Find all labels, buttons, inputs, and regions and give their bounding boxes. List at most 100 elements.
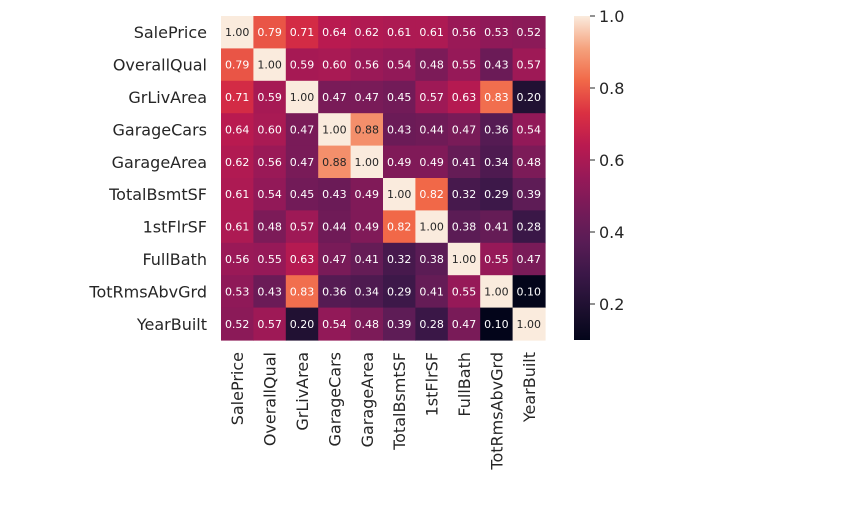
colorbar-tick-label: 1.0 — [599, 7, 624, 26]
cell-value-label: 0.71 — [290, 26, 315, 39]
heatmap-cell — [318, 145, 352, 179]
heatmap-cell — [383, 80, 416, 114]
heatmap-cell — [318, 275, 352, 309]
cell-value-label: 0.47 — [452, 123, 477, 136]
heatmap-cell — [350, 275, 384, 309]
cell-value-label: 0.54 — [387, 59, 412, 72]
cell-value-label: 0.59 — [290, 59, 315, 72]
cell-value-label: 0.43 — [322, 188, 347, 201]
heatmap-cell — [447, 113, 481, 147]
cell-value-label: 0.88 — [322, 156, 347, 169]
heatmap-cell — [512, 242, 546, 276]
cell-value-label: 0.79 — [257, 26, 282, 39]
row-label: GrLivArea — [128, 88, 207, 107]
cell-value-label: 0.47 — [290, 156, 315, 169]
column-label: TotRmsAbvGrd — [487, 352, 506, 471]
colorbar-gradient — [574, 16, 590, 340]
cell-value-label: 0.59 — [257, 91, 282, 104]
cell-value-label: 0.44 — [322, 221, 347, 234]
heatmap-cell — [480, 275, 514, 309]
heatmap-cell — [221, 275, 254, 309]
cell-value-label: 0.41 — [484, 221, 509, 234]
cell-value-label: 0.88 — [355, 123, 380, 136]
cell-value-label: 0.57 — [290, 221, 315, 234]
heatmap-cell — [383, 178, 416, 211]
heatmap-cell — [285, 242, 319, 276]
heatmap-cell — [480, 80, 514, 114]
heatmap-cell — [318, 113, 352, 147]
heatmap-cell — [512, 16, 546, 49]
cell-value-label: 0.52 — [225, 318, 250, 331]
heatmap-cell — [512, 178, 546, 211]
heatmap-cell — [383, 145, 416, 179]
cell-value-label: 0.61 — [225, 188, 250, 201]
heatmap-cell — [221, 16, 254, 49]
heatmap-cell — [415, 242, 449, 276]
column-label: GarageArea — [358, 352, 377, 447]
cell-value-label: 0.62 — [225, 156, 250, 169]
cell-value-label: 0.62 — [355, 26, 380, 39]
heatmap-cell — [221, 80, 254, 114]
cell-value-label: 0.43 — [387, 123, 412, 136]
heatmap-cell — [415, 80, 449, 114]
cell-value-label: 1.00 — [290, 91, 315, 104]
cell-value-label: 0.49 — [419, 156, 444, 169]
cell-value-label: 1.00 — [387, 188, 412, 201]
cell-value-label: 1.00 — [322, 123, 347, 136]
heatmap-cell — [350, 307, 384, 341]
column-label: 1stFlrSF — [423, 352, 442, 416]
cell-value-label: 0.47 — [322, 253, 347, 266]
row-label: YearBuilt — [136, 315, 207, 334]
heatmap-cell — [512, 275, 546, 309]
colorbar-tick-label: 0.6 — [599, 151, 624, 170]
colorbar-tick-label: 0.4 — [599, 223, 624, 242]
heatmap-cell — [350, 113, 384, 147]
heatmap-cell — [253, 210, 287, 244]
heatmap-cell — [480, 210, 514, 244]
cell-value-label: 0.83 — [484, 91, 509, 104]
heatmap-cell — [383, 48, 416, 82]
heatmap-cell — [221, 178, 254, 211]
cell-value-label: 0.49 — [387, 156, 412, 169]
cell-value-label: 0.20 — [290, 318, 315, 331]
heatmap-cell — [318, 307, 352, 341]
cell-value-label: 0.38 — [419, 253, 444, 266]
cell-value-label: 0.53 — [484, 26, 509, 39]
cell-value-label: 0.47 — [355, 91, 380, 104]
heatmap-cell — [512, 80, 546, 114]
row-label: SalePrice — [134, 23, 207, 42]
heatmap-cell — [350, 210, 384, 244]
cell-value-label: 0.47 — [517, 253, 542, 266]
column-label: FullBath — [455, 352, 474, 417]
heatmap-cell — [285, 275, 319, 309]
cell-value-label: 0.57 — [257, 318, 282, 331]
heatmap-cell — [447, 178, 481, 211]
heatmap-cell — [383, 275, 416, 309]
heatmap-cell — [415, 113, 449, 147]
cell-value-label: 0.36 — [484, 123, 509, 136]
heatmap-cell — [253, 242, 287, 276]
cell-value-label: 0.57 — [419, 91, 444, 104]
heatmap-cell — [415, 16, 449, 49]
cell-value-label: 0.83 — [290, 285, 315, 298]
heatmap-cell — [285, 307, 319, 341]
row-label: FullBath — [142, 250, 207, 269]
heatmap-cell — [253, 145, 287, 179]
cell-value-label: 1.00 — [355, 156, 380, 169]
heatmap-cell — [318, 210, 352, 244]
cell-value-label: 0.48 — [257, 221, 282, 234]
cell-value-label: 1.00 — [452, 253, 477, 266]
heatmap-cell — [318, 80, 352, 114]
heatmap-cell — [512, 145, 546, 179]
cell-value-label: 0.28 — [517, 221, 542, 234]
heatmap-cell — [350, 80, 384, 114]
heatmap-cell — [318, 16, 352, 49]
row-labels: SalePrice OverallQual GrLivArea GarageCars G… — [88, 23, 207, 334]
heatmap-cell — [480, 113, 514, 147]
heatmap-cell — [383, 307, 416, 341]
cell-value-label: 0.32 — [387, 253, 412, 266]
cell-value-label: 0.54 — [257, 188, 282, 201]
heatmap-cell — [512, 48, 546, 82]
cell-value-label: 0.61 — [419, 26, 444, 39]
heatmap-cell — [253, 80, 287, 114]
